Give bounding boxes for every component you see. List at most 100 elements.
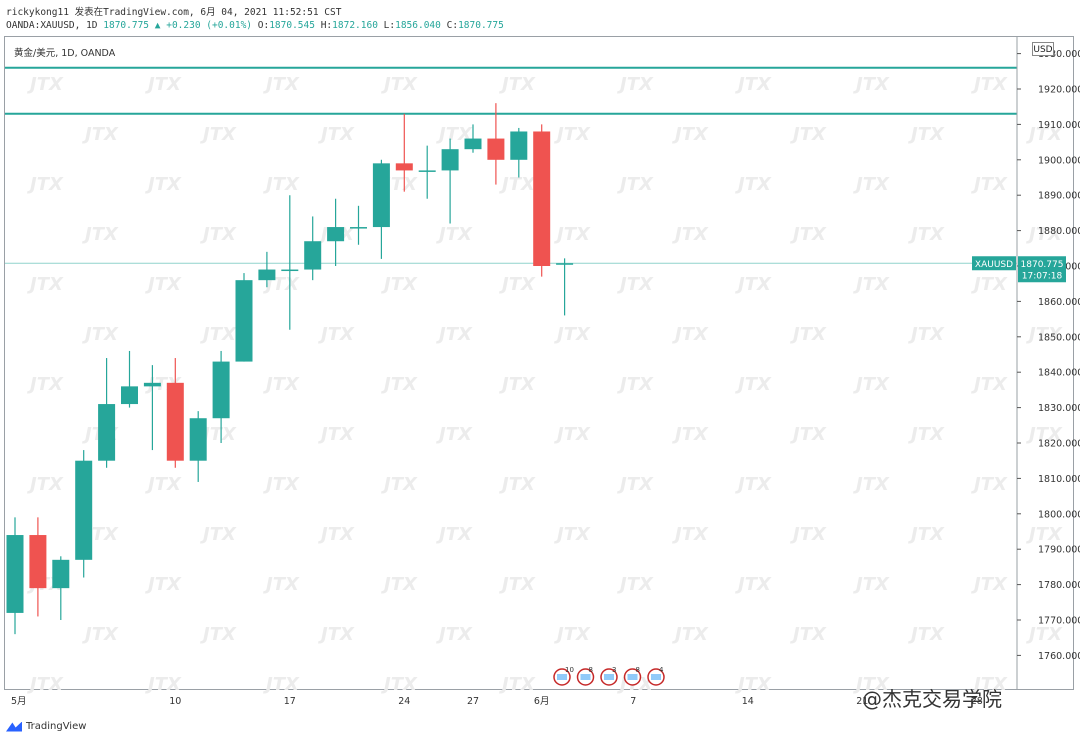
watermark-mark: JTX (200, 424, 237, 445)
candle-body (121, 386, 138, 405)
change-up-icon: ▲ (154, 20, 161, 31)
watermark-mark: JTX (499, 374, 536, 395)
event-count: 4 (659, 666, 664, 674)
watermark-mark: JTX (617, 474, 654, 495)
watermark-mark: JTX (617, 374, 654, 395)
watermark-mark: JTX (790, 624, 827, 645)
date-tick-label: 10 (169, 696, 181, 707)
candle-body (52, 559, 70, 589)
high-readout: 1872.160 (332, 20, 378, 31)
watermark-mark: JTX (617, 174, 654, 195)
watermark-mark: JTX (436, 524, 473, 545)
flag-icon (580, 674, 591, 680)
watermark-mark: JTX (27, 274, 64, 295)
watermark-mark: JTX (735, 674, 772, 695)
watermark-mark: JTX (381, 674, 418, 695)
watermark-mark: JTX (436, 324, 473, 345)
low-readout: 1856.040 (395, 20, 441, 31)
watermark-mark: JTX (263, 674, 300, 695)
watermark-mark: JTX (499, 274, 536, 295)
price-tick-label: 1770.000 (1038, 616, 1080, 627)
symbol-readout: OANDA:XAUUSD, 1D (6, 20, 98, 31)
candle-body (98, 404, 116, 461)
watermark-mark: JTX (735, 374, 772, 395)
watermark-mark: JTX (735, 274, 772, 295)
watermark-mark: JTX (853, 574, 890, 595)
price-tick-label: 1850.000 (1038, 332, 1080, 343)
price-tick-label: 1880.000 (1038, 226, 1080, 237)
watermark-mark: JTX (318, 324, 355, 345)
watermark-mark: JTX (263, 374, 300, 395)
watermark-mark: JTX (263, 174, 300, 195)
price-tick-label: 1890.000 (1038, 191, 1080, 202)
watermark-mark: JTX (790, 124, 827, 145)
date-tick-label: 28 (971, 696, 983, 707)
watermark-mark: JTX (1026, 524, 1063, 545)
watermark-mark: JTX (853, 674, 890, 695)
publish-info: rickykong11 发表在TradingView.com, 6月 04, 2… (6, 7, 342, 18)
candle-body (418, 170, 436, 172)
watermark-mark: JTX (790, 524, 827, 545)
date-tick-label: 7 (630, 696, 636, 707)
candle-body (533, 131, 551, 266)
watermark-mark: JTX (908, 624, 945, 645)
event-count: 10 (565, 666, 574, 674)
date-tick-label: 5月 (11, 696, 27, 707)
watermark-mark: JTX (853, 74, 890, 95)
watermark-mark: JTX (971, 574, 1008, 595)
date-tick-label: 6月 (534, 696, 550, 707)
watermark-mark: JTX (82, 224, 119, 245)
watermark-mark: JTX (971, 674, 1008, 695)
tradingview-logo[interactable]: TradingView (6, 721, 86, 732)
candle-body (556, 263, 574, 265)
price-tick-label: 1810.000 (1038, 474, 1080, 485)
price-tick-label: 1780.000 (1038, 580, 1080, 591)
change-readout: +0.230 (+0.01%) (166, 20, 253, 31)
date-tick-label: 24 (398, 696, 410, 707)
watermark-mark: JTX (672, 524, 709, 545)
date-tick-label: 21 (856, 696, 868, 707)
chart-frame[interactable] (4, 36, 1074, 690)
open-readout: 1870.545 (269, 20, 315, 31)
candle-body (304, 241, 322, 270)
candle-body (189, 418, 207, 461)
watermark-mark: JTX (200, 124, 237, 145)
price-tag-symbol-bg (972, 256, 1016, 271)
watermark-mark: JTX (499, 74, 536, 95)
currency-selector[interactable]: USD (1032, 42, 1054, 56)
candle-body (372, 163, 390, 228)
watermark-mark: JTX (145, 474, 182, 495)
watermark-mark: JTX (263, 574, 300, 595)
price-tick-label: 1760.000 (1038, 651, 1080, 662)
watermark-mark: JTX (554, 324, 591, 345)
price-tag-value: 1870.775 (1021, 260, 1064, 270)
candle-body (235, 280, 253, 362)
watermark-mark: JTX (908, 224, 945, 245)
watermark-mark: JTX (82, 624, 119, 645)
candle-body (212, 361, 230, 419)
watermark-mark: JTX (853, 274, 890, 295)
candle-body (29, 535, 47, 589)
price-tick-label: 1790.000 (1038, 545, 1080, 556)
watermark-mark: JTX (971, 174, 1008, 195)
watermark-mark: JTX (381, 174, 418, 195)
watermark-mark: JTX (1026, 224, 1063, 245)
author-watermark: @杰克交易学院 (862, 683, 1002, 712)
candle-body (327, 227, 345, 242)
price-tick-label: 1920.000 (1038, 85, 1080, 96)
watermark-mark: JTX (735, 474, 772, 495)
watermark-mark: JTX (27, 674, 64, 695)
watermark-mark: JTX (200, 224, 237, 245)
watermark-mark: JTX (499, 474, 536, 495)
flag-icon (604, 674, 614, 680)
watermark-mark: JTX (908, 424, 945, 445)
watermark-mark: JTX (853, 374, 890, 395)
price-tag-symbol: XAUUSD (975, 260, 1013, 270)
candle-body (281, 269, 299, 272)
watermark-mark: JTX (853, 474, 890, 495)
watermark-layer: JTX JTX JTX JTX JTX JTX JTX JTX JTX JTX JTX JTX JTX J… (27, 74, 1063, 695)
candle-body (350, 227, 367, 229)
watermark-mark: JTX (145, 574, 182, 595)
price-tick-label: 1820.000 (1038, 439, 1080, 450)
